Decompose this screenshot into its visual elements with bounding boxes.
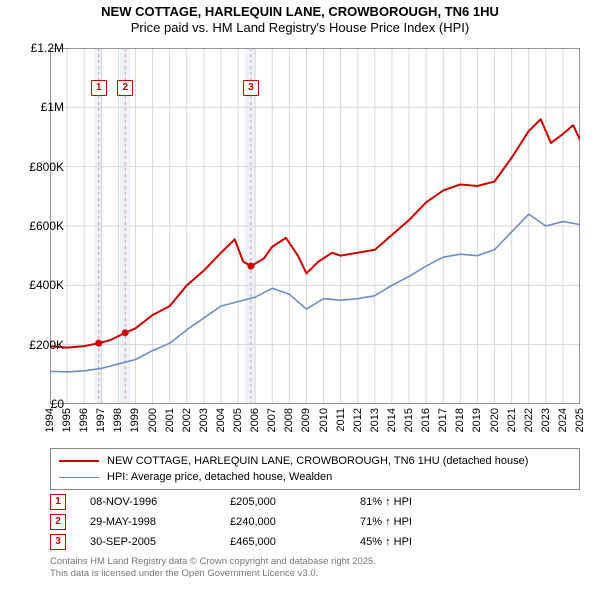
xtick-label: 1999	[129, 408, 141, 432]
xtick-label: 2012	[352, 408, 364, 432]
event-pct-2: 71% ↑ HPI	[360, 516, 412, 528]
event-marker-1: 1	[50, 494, 66, 510]
legend-swatch-property	[59, 460, 99, 462]
xtick-label: 2008	[283, 408, 295, 432]
ytick-label: £200K	[29, 338, 64, 352]
footer-line1: Contains HM Land Registry data © Crown c…	[50, 556, 376, 568]
event-pct-1: 81% ↑ HPI	[360, 496, 412, 508]
ytick-label: £600K	[29, 219, 64, 233]
xtick-label: 1995	[61, 408, 73, 432]
event-marker-2: 2	[50, 514, 66, 530]
xtick-label: 1998	[112, 408, 124, 432]
xtick-label: 2023	[540, 408, 552, 432]
event-date-2: 29-MAY-1998	[90, 516, 230, 528]
legend-swatch-hpi	[59, 477, 99, 478]
legend-box: NEW COTTAGE, HARLEQUIN LANE, CROWBOROUGH…	[50, 448, 580, 490]
title-line1: NEW COTTAGE, HARLEQUIN LANE, CROWBOROUGH…	[0, 4, 600, 20]
xtick-label: 2015	[403, 408, 415, 432]
xtick-label: 2019	[471, 408, 483, 432]
chart-marker-box: 1	[91, 80, 107, 96]
event-date-1: 08-NOV-1996	[90, 496, 230, 508]
ytick-label: £1.2M	[31, 41, 64, 55]
plot-svg	[50, 48, 580, 404]
legend-row-property: NEW COTTAGE, HARLEQUIN LANE, CROWBOROUGH…	[59, 453, 571, 469]
event-price-3: £465,000	[230, 536, 360, 548]
event-price-1: £205,000	[230, 496, 360, 508]
xtick-label: 2020	[489, 408, 501, 432]
chart-marker-box: 2	[117, 80, 133, 96]
xtick-label: 2022	[523, 408, 535, 432]
ytick-label: £800K	[29, 160, 64, 174]
xtick-label: 2017	[437, 408, 449, 432]
xtick-label: 2005	[232, 408, 244, 432]
xtick-label: 2024	[557, 408, 569, 432]
chart-marker-box: 3	[243, 80, 259, 96]
xtick-label: 2000	[147, 408, 159, 432]
xtick-label: 2004	[215, 408, 227, 432]
xtick-label: 2003	[198, 408, 210, 432]
xtick-label: 2002	[181, 408, 193, 432]
event-row-3: 3 30-SEP-2005 £465,000 45% ↑ HPI	[50, 532, 580, 552]
legend-label-property: NEW COTTAGE, HARLEQUIN LANE, CROWBOROUGH…	[107, 455, 528, 467]
title-block: NEW COTTAGE, HARLEQUIN LANE, CROWBOROUGH…	[0, 0, 600, 37]
legend-row-hpi: HPI: Average price, detached house, Weal…	[59, 469, 571, 485]
xtick-label: 2011	[335, 408, 347, 432]
ytick-label: £400K	[29, 278, 64, 292]
event-row-1: 1 08-NOV-1996 £205,000 81% ↑ HPI	[50, 492, 580, 512]
xtick-label: 1996	[78, 408, 90, 432]
xtick-label: 2006	[249, 408, 261, 432]
xtick-label: 2010	[318, 408, 330, 432]
events-table: 1 08-NOV-1996 £205,000 81% ↑ HPI 2 29-MA…	[50, 492, 580, 552]
xtick-label: 1997	[95, 408, 107, 432]
xtick-label: 2014	[386, 408, 398, 432]
xtick-label: 2021	[506, 408, 518, 432]
event-pct-3: 45% ↑ HPI	[360, 536, 412, 548]
chart-container: NEW COTTAGE, HARLEQUIN LANE, CROWBOROUGH…	[0, 0, 600, 590]
chart-area	[50, 48, 580, 404]
xtick-label: 2018	[454, 408, 466, 432]
footer-line2: This data is licensed under the Open Gov…	[50, 568, 376, 580]
event-marker-3: 3	[50, 534, 66, 550]
xtick-label: 2016	[420, 408, 432, 432]
event-date-3: 30-SEP-2005	[90, 536, 230, 548]
ytick-label: £1M	[41, 100, 64, 114]
xtick-label: 2013	[369, 408, 381, 432]
xtick-label: 2025	[574, 408, 586, 432]
footer: Contains HM Land Registry data © Crown c…	[50, 556, 376, 580]
xtick-label: 2007	[266, 408, 278, 432]
event-row-2: 2 29-MAY-1998 £240,000 71% ↑ HPI	[50, 512, 580, 532]
xtick-label: 1994	[44, 408, 56, 432]
legend-label-hpi: HPI: Average price, detached house, Weal…	[107, 471, 332, 483]
xtick-label: 2001	[164, 408, 176, 432]
event-price-2: £240,000	[230, 516, 360, 528]
xtick-label: 2009	[300, 408, 312, 432]
title-line2: Price paid vs. HM Land Registry's House …	[0, 20, 600, 36]
